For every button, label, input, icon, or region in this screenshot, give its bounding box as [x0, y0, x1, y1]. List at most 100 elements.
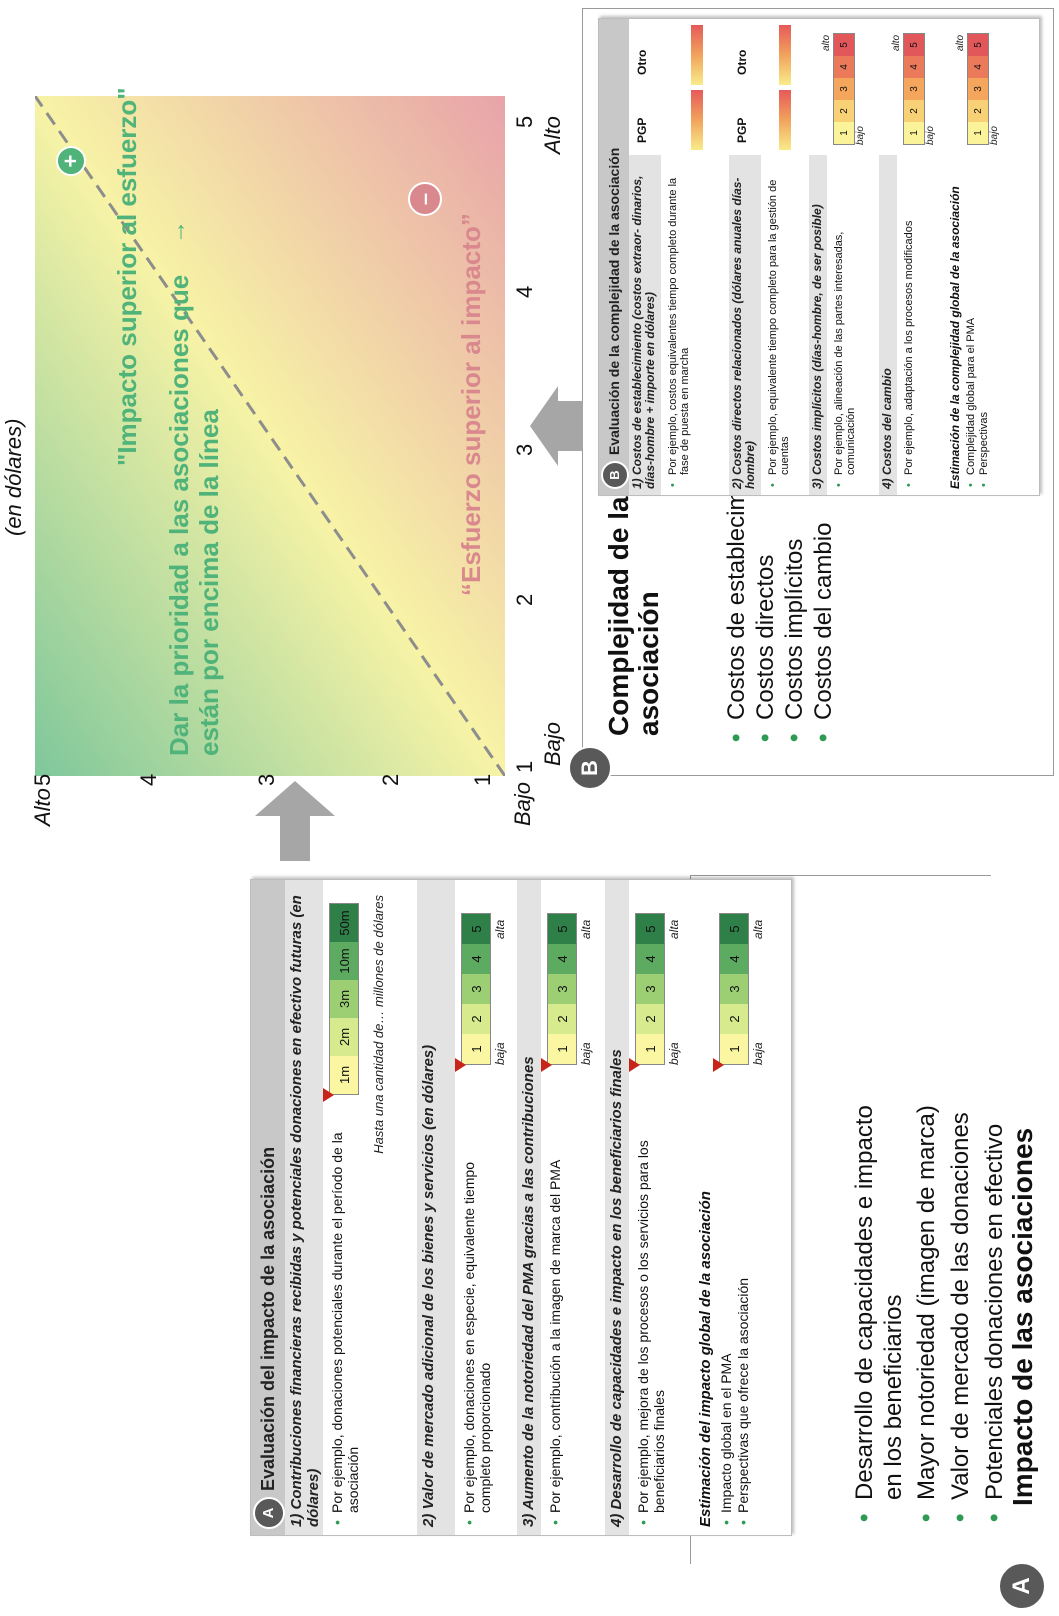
priority-chart: [35, 96, 505, 776]
scale-cell: 4: [720, 944, 748, 974]
scale-cell: 3: [720, 974, 748, 1004]
impact-section-bullet: Por ejemplo, contribución a la imagen de…: [547, 1127, 563, 1527]
scale-high-label: alto: [891, 34, 902, 51]
col-otro-header: Otro: [735, 49, 749, 75]
scale-cell: 5: [462, 914, 490, 944]
panel-a-badge: A: [998, 1562, 1046, 1610]
scale-cell: 1: [720, 1034, 748, 1064]
scale-cell: 4: [834, 56, 854, 78]
scale-marker: [541, 1058, 552, 1072]
scale-cell: 3: [904, 78, 924, 100]
complexity-global: Estimación de la complejidad global de l…: [945, 19, 1015, 495]
scale-cell: 3: [548, 974, 576, 1004]
y-axis-low: Bajo: [510, 781, 535, 826]
plus-badge: +: [56, 146, 86, 176]
scale-low-label: bajo: [855, 126, 866, 145]
impact-section-4: 4) Desarrollo de capacidades e impacto e…: [605, 880, 693, 1535]
scale-marker: [713, 1058, 724, 1072]
scale-low-label: baja: [493, 1042, 507, 1065]
panel-a-bullet: Potenciales donaciones en efectivo: [980, 880, 1009, 1526]
impact-scale: 1 2 3 4 5: [547, 913, 577, 1065]
y-tick: 2: [378, 773, 403, 786]
complexity-scale: 1 2 3 4 5: [903, 33, 925, 145]
scale-cell: 2: [548, 1004, 576, 1034]
impact-global-bullet: Perspectivas que ofrece la asociación: [735, 1147, 752, 1527]
complexity-scale: 1 2 3 4 5: [833, 33, 855, 145]
scale-cell: 5: [834, 34, 854, 56]
scale-low-label: bajo: [925, 126, 936, 145]
impact-global: Estimación del impacto global de la asoc…: [693, 880, 789, 1535]
complexity-card-title: Evaluación de la complejidad de la asoci…: [606, 147, 622, 455]
scale-cell: 5: [904, 34, 924, 56]
scale-low-label: bajo: [989, 126, 1000, 145]
complexity-global-bullet: Complejidad global para el PMA: [965, 189, 978, 489]
panel-a-bullet: Desarrollo de capacidades e impacto en l…: [850, 1080, 908, 1526]
impact-scale: 1 2 3 4 5: [635, 913, 665, 1065]
x-axis-low: Bajo: [540, 721, 565, 766]
col-pgp-header: PGP: [635, 117, 649, 143]
scale-high-label: alta: [751, 919, 765, 939]
complexity-card-badge: B: [601, 461, 629, 489]
scale-cell: 5: [636, 914, 664, 944]
x-axis-unit: (en dólares): [1, 418, 26, 536]
impact-section-2: 2) Valor de mercado adicional de los bie…: [417, 880, 517, 1535]
scale-cell: 2: [720, 1004, 748, 1034]
impact-assessment-card: A Evaluación del impacto de la asociació…: [250, 879, 792, 1536]
pgp-bar: [779, 90, 791, 150]
impact-global-scale: 1 2 3 4 5: [719, 913, 749, 1065]
complexity-global-bullet: Perspectivas: [978, 189, 991, 489]
complexity-section-3: 3) Costos implícitos (días-hombre, de se…: [809, 19, 879, 495]
scale-cell: 1: [834, 122, 854, 144]
y-tick: 5: [30, 773, 55, 786]
arrow-shape: [530, 386, 583, 466]
scale-cell: 3: [834, 78, 854, 100]
panel-a-bullet: Valor de mercado de las donaciones: [946, 880, 975, 1526]
x-tick: 2: [512, 593, 537, 606]
scale-low-label: baja: [751, 1042, 765, 1065]
scale-low-label: baja: [579, 1042, 593, 1065]
impact-section-heading: 3) Aumento de la notoriedad del PMA grac…: [517, 880, 541, 1535]
scale-cell: 3: [462, 974, 490, 1004]
scale-cell: 4: [548, 944, 576, 974]
scale-cell: 1: [636, 1034, 664, 1064]
complexity-section-2: 2) Costos directos relacionados (dólares…: [729, 19, 809, 495]
impact-section-bullet: Por ejemplo, mejora de los procesos o lo…: [635, 1127, 667, 1527]
impact-card-header: A Evaluación del impacto de la asociació…: [251, 880, 285, 1535]
arrow-a-to-chart: [255, 781, 335, 861]
complexity-global-heading: Estimación de la complejidad global de l…: [948, 186, 962, 489]
impact-section-heading: 1) Contribuciones financieras recibidas …: [285, 880, 323, 1535]
upper-subtext-block: Dar la prioridad a las asociaciones que …: [164, 256, 224, 756]
col-pgp-header: PGP: [735, 117, 749, 143]
scale-cell: 2m: [330, 1018, 358, 1056]
scale-cell: 5: [548, 914, 576, 944]
scale-cell: 5: [968, 34, 988, 56]
complexity-section-bullet: Por ejemplo, equivalente tiempo completo…: [767, 169, 791, 489]
col-otro-header: Otro: [635, 49, 649, 75]
scale-cell: 1: [462, 1034, 490, 1064]
scale-marker: [455, 1058, 466, 1072]
pgp-bar: [691, 90, 703, 150]
chart-divider-line: [35, 96, 505, 776]
upper-arrow: →: [164, 220, 191, 244]
scale-high-label: alta: [493, 919, 507, 939]
scale-high-label: alto: [821, 34, 832, 51]
panel-b-badge: B: [568, 746, 612, 790]
otro-bar: [691, 25, 703, 85]
scale-cell: 3: [968, 78, 988, 100]
scale-cell: 2: [636, 1004, 664, 1034]
complexity-section-heading: 4) Costos del cambio: [879, 155, 897, 495]
impact-section-bullet: Por ejemplo, donaciones potenciales dura…: [329, 1127, 361, 1527]
scale-cell: 50m: [330, 904, 358, 942]
scale-high-label: alta: [579, 919, 593, 939]
x-tick: 4: [512, 285, 537, 298]
impact-scale: 1 2 3 4 5: [461, 913, 491, 1065]
y-tick: 3: [254, 773, 279, 786]
otro-bar: [779, 25, 791, 85]
scale-marker: [323, 1088, 334, 1102]
impact-section-1: 1) Contribuciones financieras recibidas …: [285, 880, 417, 1535]
impact-section-note: Hasta una cantidad de… millones de dólar…: [371, 895, 386, 1154]
scale-cell: 10m: [330, 942, 358, 980]
scale-cell: 4: [904, 56, 924, 78]
panel-b-title: Complejidad de la asociación: [603, 496, 664, 736]
